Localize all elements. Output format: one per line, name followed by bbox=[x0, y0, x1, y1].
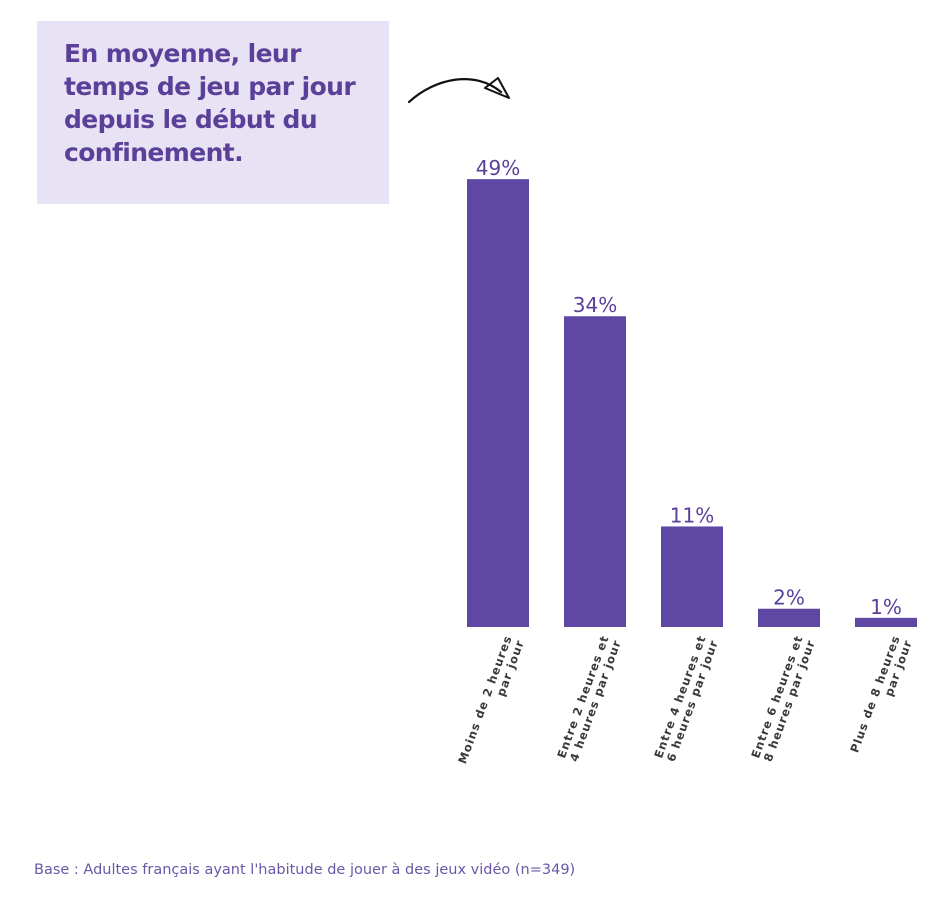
value-label-4: 2% bbox=[773, 586, 805, 610]
category-label-4: Entre 6 heures et8 heures par jour bbox=[748, 633, 818, 763]
bar-3 bbox=[661, 526, 723, 627]
bar-1 bbox=[467, 179, 529, 627]
bar-5 bbox=[855, 617, 917, 627]
value-label-3: 11% bbox=[670, 503, 714, 527]
category-label-2: Entre 2 heures et4 heures par jour bbox=[554, 633, 624, 763]
title-box: En moyenne, leur temps de jeu par jour d… bbox=[37, 21, 389, 204]
category-label-line: Moins de 2 heures bbox=[455, 633, 515, 765]
value-label-1: 49% bbox=[476, 156, 520, 180]
value-label-2: 34% bbox=[573, 293, 617, 317]
curved-arrow-icon bbox=[407, 77, 510, 104]
chart-title: En moyenne, leur temps de jeu par jour d… bbox=[64, 39, 356, 167]
footer-note: Base : Adultes français ayant l'habitude… bbox=[34, 862, 576, 878]
bar-2 bbox=[564, 316, 626, 627]
value-label-5: 1% bbox=[870, 595, 902, 619]
bar-4 bbox=[758, 608, 820, 627]
category-label-3: Entre 4 heures et6 heures par jour bbox=[651, 633, 721, 763]
